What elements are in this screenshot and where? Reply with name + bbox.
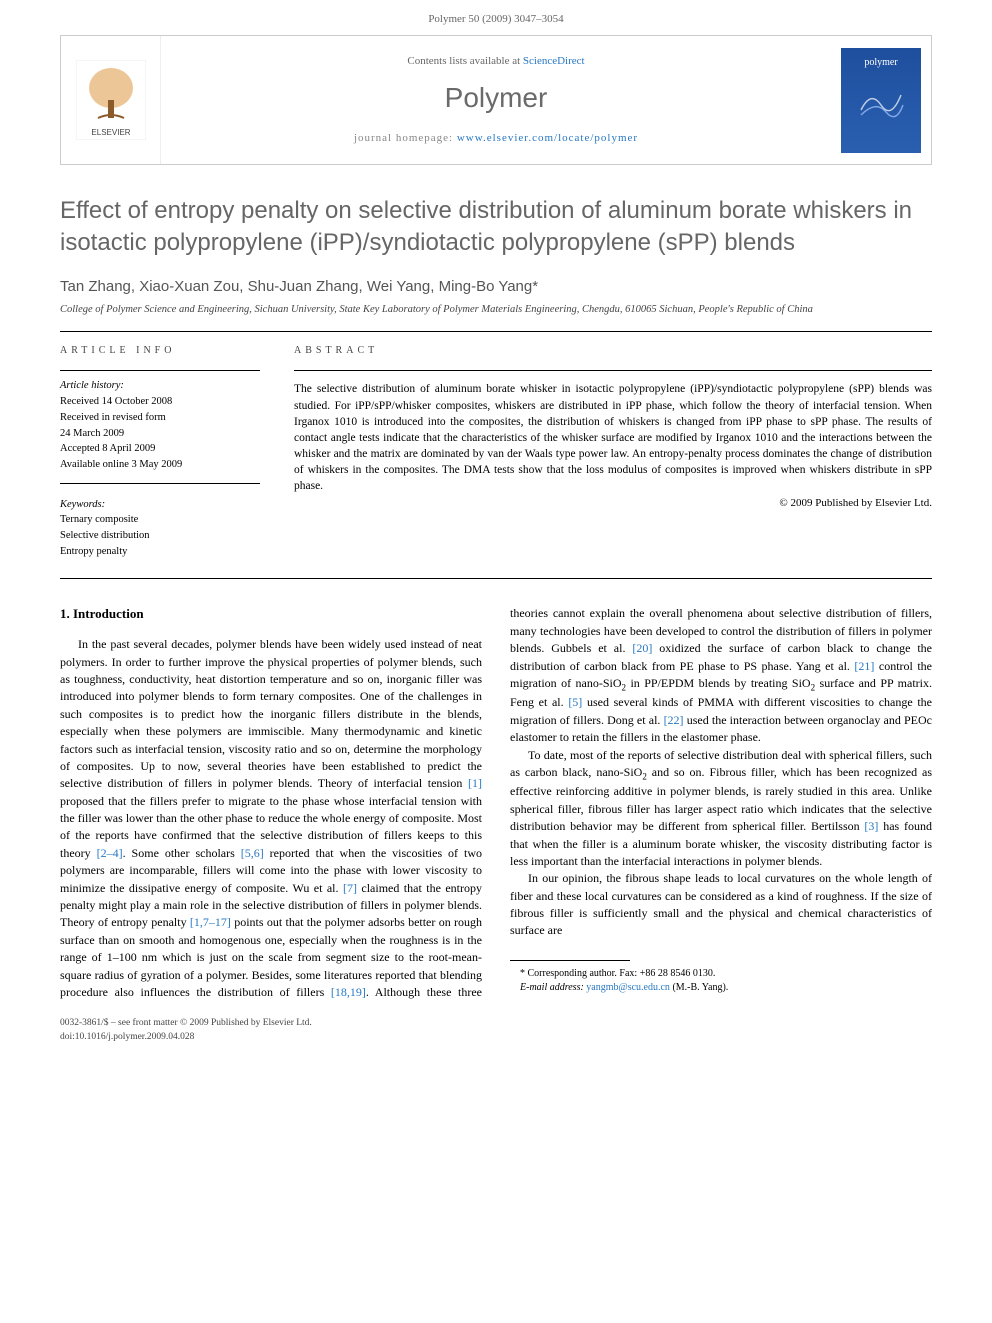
- date-online: Available online 3 May 2009: [60, 458, 260, 473]
- journal-cover-box: polymer: [831, 36, 931, 164]
- body-text: in PP/EPDM blends by treating SiO: [626, 676, 811, 690]
- svg-text:ELSEVIER: ELSEVIER: [91, 128, 130, 137]
- citation-ref[interactable]: [7]: [343, 881, 357, 895]
- citation-ref[interactable]: [1]: [468, 776, 482, 790]
- body-text: points out that the polymer adsorbs bett…: [231, 915, 454, 929]
- date-revised-label: Received in revised form: [60, 411, 260, 426]
- keyword: Entropy penalty: [60, 545, 260, 560]
- date-revised: 24 March 2009: [60, 427, 260, 442]
- journal-cover-icon: polymer: [841, 48, 921, 153]
- contents-prefix: Contents lists available at: [407, 55, 522, 67]
- divider: [60, 331, 932, 332]
- article-content: Effect of entropy penalty on selective d…: [0, 195, 992, 1001]
- citation-ref[interactable]: [5]: [568, 695, 582, 709]
- citation-ref[interactable]: [5,6]: [241, 846, 264, 860]
- body-paragraph: In our opinion, the fibrous shape leads …: [510, 870, 932, 940]
- elsevier-logo: ELSEVIER: [76, 60, 146, 140]
- divider: [60, 483, 260, 484]
- body-text: In the past several decades, polymer ble…: [60, 637, 482, 790]
- keyword: Selective distribution: [60, 529, 260, 544]
- abstract-copyright: © 2009 Published by Elsevier Ltd.: [294, 496, 932, 511]
- footnote-divider: [510, 960, 630, 961]
- keywords-heading: Keywords:: [60, 498, 260, 513]
- abstract-label: ABSTRACT: [294, 344, 932, 358]
- article-info-label: ARTICLE INFO: [60, 344, 260, 358]
- citation-ref[interactable]: [3]: [864, 819, 878, 833]
- author-list: Tan Zhang, Xiao-Xuan Zou, Shu-Juan Zhang…: [60, 276, 932, 297]
- article-title: Effect of entropy penalty on selective d…: [60, 195, 932, 257]
- banner-center: Contents lists available at ScienceDirec…: [161, 36, 831, 164]
- date-received: Received 14 October 2008: [60, 395, 260, 410]
- keyword: Ternary composite: [60, 513, 260, 528]
- abstract-text: The selective distribution of aluminum b…: [294, 381, 932, 494]
- sciencedirect-link[interactable]: ScienceDirect: [523, 55, 585, 67]
- elsevier-tree-icon: ELSEVIER: [76, 60, 146, 140]
- abstract-block: ABSTRACT The selective distribution of a…: [294, 344, 932, 560]
- journal-homepage-line: journal homepage: www.elsevier.com/locat…: [354, 131, 638, 146]
- affiliation: College of Polymer Science and Engineeri…: [60, 303, 932, 318]
- doi-line: doi:10.1016/j.polymer.2009.04.028: [60, 1031, 932, 1044]
- front-matter-line: 0032-3861/$ – see front matter © 2009 Pu…: [60, 1017, 932, 1030]
- journal-banner: ELSEVIER Contents lists available at Sci…: [60, 35, 932, 165]
- citation-ref[interactable]: [1,7–17]: [190, 915, 231, 929]
- body-paragraph: To date, most of the reports of selectiv…: [510, 747, 932, 871]
- body-text: . Some other scholars: [123, 846, 241, 860]
- contents-available-line: Contents lists available at ScienceDirec…: [407, 54, 584, 69]
- cover-graphic-icon: [851, 70, 911, 130]
- publisher-logo-box: ELSEVIER: [61, 36, 161, 164]
- email-note: E-mail address: yangmb@scu.edu.cn (M.-B.…: [510, 981, 932, 996]
- body-columns: 1. Introduction In the past several deca…: [60, 605, 932, 1001]
- corresponding-author-note: * Corresponding author. Fax: +86 28 8546…: [510, 967, 932, 982]
- citation-ref[interactable]: [20]: [632, 641, 652, 655]
- date-accepted: Accepted 8 April 2009: [60, 442, 260, 457]
- divider: [60, 578, 932, 579]
- homepage-link[interactable]: www.elsevier.com/locate/polymer: [457, 132, 638, 144]
- citation-ref[interactable]: [21]: [854, 659, 874, 673]
- author-email-link[interactable]: yangmb@scu.edu.cn: [586, 982, 670, 993]
- divider: [294, 370, 932, 371]
- citation-ref[interactable]: [2–4]: [97, 846, 123, 860]
- running-header: Polymer 50 (2009) 3047–3054: [0, 0, 992, 35]
- citation-ref[interactable]: [18,19]: [331, 985, 366, 999]
- citation-ref[interactable]: [22]: [664, 713, 684, 727]
- divider: [60, 370, 260, 371]
- cover-title: polymer: [864, 56, 897, 70]
- homepage-prefix: journal homepage:: [354, 132, 457, 144]
- history-heading: Article history:: [60, 379, 260, 394]
- meta-row: ARTICLE INFO Article history: Received 1…: [60, 344, 932, 560]
- email-label: E-mail address:: [520, 982, 586, 993]
- email-suffix: (M.-B. Yang).: [670, 982, 728, 993]
- journal-name: Polymer: [445, 78, 548, 117]
- page-footer: 0032-3861/$ – see front matter © 2009 Pu…: [0, 1001, 992, 1064]
- article-info-block: ARTICLE INFO Article history: Received 1…: [60, 344, 260, 560]
- section-heading: 1. Introduction: [60, 605, 482, 624]
